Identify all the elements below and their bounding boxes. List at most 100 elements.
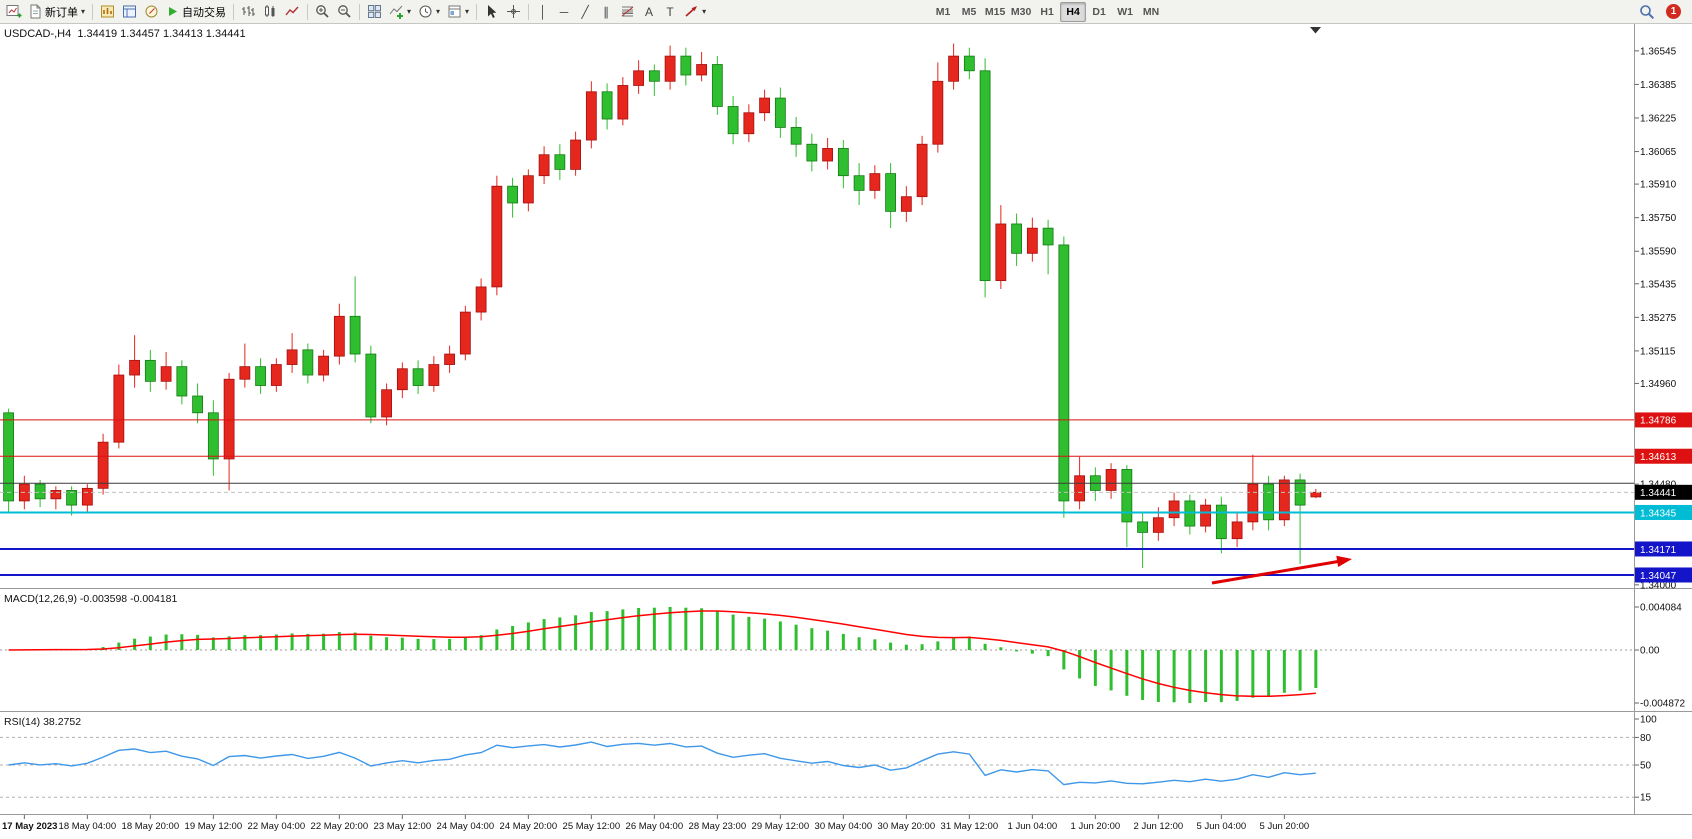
caret-down-icon: ▾: [436, 7, 441, 16]
blue-support-line-upper[interactable]: 1.34171: [0, 541, 1692, 557]
candlestick-chart-button[interactable]: [260, 2, 281, 22]
templates-button[interactable]: ▾: [444, 2, 472, 22]
rsi-line: [8, 741, 1316, 786]
svg-text:1.34613: 1.34613: [1640, 452, 1677, 463]
market-watch-icon: [101, 5, 115, 18]
timeframe-m15-button[interactable]: M15: [982, 2, 1008, 22]
indicators-icon: [389, 5, 404, 19]
notification-badge[interactable]: 1: [1666, 4, 1681, 19]
candlestick-chart-icon: [265, 5, 275, 17]
svg-text:30 May 04:00: 30 May 04:00: [815, 821, 873, 832]
horizontal-line-icon: ─: [559, 4, 569, 19]
current-price-tag: 1.34441: [1635, 484, 1692, 500]
macd-axis-labels: 0.004084 0.00 -0.004872: [1634, 603, 1685, 710]
macd-signal-line: [8, 610, 1316, 698]
arrows-button[interactable]: ▾: [681, 2, 709, 22]
trendline-icon: ╱: [581, 4, 589, 19]
zoom-in-button[interactable]: [312, 2, 333, 22]
price-axis-ticks: 1.36545 1.36385 1.36225 1.36065 1.35910 1.357…: [1634, 46, 1677, 591]
svg-text:22 May 20:00: 22 May 20:00: [311, 821, 369, 832]
text-label-button[interactable]: T: [660, 2, 680, 22]
svg-text:1 Jun 04:00: 1 Jun 04:00: [1008, 821, 1058, 832]
svg-text:1.34171: 1.34171: [1640, 545, 1677, 556]
timeframe-mn-button[interactable]: MN: [1138, 2, 1164, 22]
svg-text:100: 100: [1640, 715, 1657, 726]
timeframe-group: M1 M5 M15 M30 H1 H4 D1 W1 MN: [930, 1, 1164, 22]
navigator-button[interactable]: [141, 2, 162, 22]
svg-text:1.36385: 1.36385: [1640, 80, 1677, 91]
fibonacci-button[interactable]: [617, 2, 638, 22]
svg-text:18 May 20:00: 18 May 20:00: [122, 821, 180, 832]
svg-text:22 May 04:00: 22 May 04:00: [248, 821, 306, 832]
svg-text:50: 50: [1640, 761, 1652, 772]
template-icon: [448, 5, 461, 18]
search-button[interactable]: [1636, 2, 1658, 22]
svg-text:1.34786: 1.34786: [1640, 416, 1677, 427]
line-chart-button[interactable]: [282, 2, 303, 22]
fibonacci-icon: [621, 6, 634, 17]
timeframe-m30-button[interactable]: M30: [1008, 2, 1034, 22]
svg-text:17 May 2023: 17 May 2023: [2, 821, 57, 832]
toolbar-separator: [233, 3, 235, 20]
new-order-button[interactable]: 新订单 ▾: [26, 2, 88, 22]
market-watch-button[interactable]: [97, 2, 118, 22]
vertical-line-button[interactable]: │: [533, 2, 553, 22]
cursor-icon: [488, 5, 497, 18]
vertical-line-icon: │: [539, 4, 547, 19]
resistance-line-upper[interactable]: 1.34786: [0, 412, 1692, 428]
toolbar-separator: [92, 3, 94, 20]
chart-title: USDCAD-,H4 1.34419 1.34457 1.34413 1.344…: [4, 28, 246, 40]
cyan-support-line[interactable]: 1.34345: [0, 504, 1692, 520]
zoom-in-icon: [316, 5, 329, 18]
text-label-icon: T: [666, 4, 674, 19]
trend-arrow[interactable]: [1211, 555, 1352, 585]
timeframe-h4-button[interactable]: H4: [1060, 1, 1087, 22]
svg-text:1.35910: 1.35910: [1640, 180, 1677, 191]
navigator-compass-icon: [145, 5, 158, 18]
equidistant-channel-button[interactable]: ∥: [596, 2, 616, 22]
timeframe-h1-button[interactable]: H1: [1034, 2, 1060, 22]
zoom-out-button[interactable]: [334, 2, 355, 22]
caret-down-icon: ▾: [407, 7, 412, 16]
timeframe-d1-button[interactable]: D1: [1086, 2, 1112, 22]
timeframe-m1-button[interactable]: M1: [930, 2, 956, 22]
resistance-line-lower[interactable]: 1.34613: [0, 448, 1692, 464]
svg-text:28 May 23:00: 28 May 23:00: [689, 821, 747, 832]
svg-text:1.35590: 1.35590: [1640, 247, 1677, 258]
crosshair-button[interactable]: [503, 2, 524, 22]
rsi-label: RSI(14) 38.2752: [4, 716, 82, 728]
bar-chart-button[interactable]: [238, 2, 259, 22]
timeframe-w1-button[interactable]: W1: [1112, 2, 1138, 22]
text-tool-icon: A: [645, 4, 654, 19]
autotrading-button[interactable]: 自动交易: [163, 2, 229, 22]
line-chart-icon: [285, 6, 299, 16]
toolbar-separator: [476, 3, 478, 20]
blue-support-line-lower[interactable]: 1.34047: [0, 567, 1692, 583]
data-window-button[interactable]: [119, 2, 140, 22]
svg-text:1.36225: 1.36225: [1640, 114, 1677, 125]
toolbar: 新订单 ▾ 自动交易 ▾ ▾: [0, 0, 1692, 24]
tile-windows-button[interactable]: [364, 2, 385, 22]
timeframe-m5-button[interactable]: M5: [956, 2, 982, 22]
svg-text:0.00: 0.00: [1640, 646, 1660, 657]
chart-shift-marker: [1310, 27, 1321, 34]
new-chart-button[interactable]: [3, 2, 25, 22]
horizontal-line-button[interactable]: ─: [554, 2, 574, 22]
candlesticks: [3, 43, 1322, 569]
cursor-button[interactable]: [481, 2, 502, 22]
periods-button[interactable]: ▾: [415, 2, 443, 22]
svg-text:23 May 12:00: 23 May 12:00: [374, 821, 432, 832]
rsi-level-lines: [0, 736, 1634, 798]
toolbar-right-group: 1: [1636, 2, 1689, 22]
svg-text:1.34960: 1.34960: [1640, 379, 1677, 390]
svg-text:25 May 12:00: 25 May 12:00: [563, 821, 621, 832]
svg-text:26 May 04:00: 26 May 04:00: [626, 821, 684, 832]
indicators-button[interactable]: ▾: [386, 2, 414, 22]
svg-text:1.35275: 1.35275: [1640, 313, 1677, 324]
text-button[interactable]: A: [639, 2, 659, 22]
trendline-button[interactable]: ╱: [575, 2, 595, 22]
svg-text:1.36065: 1.36065: [1640, 147, 1677, 158]
bar-chart-icon: [242, 6, 256, 16]
svg-text:19 May 12:00: 19 May 12:00: [185, 821, 243, 832]
